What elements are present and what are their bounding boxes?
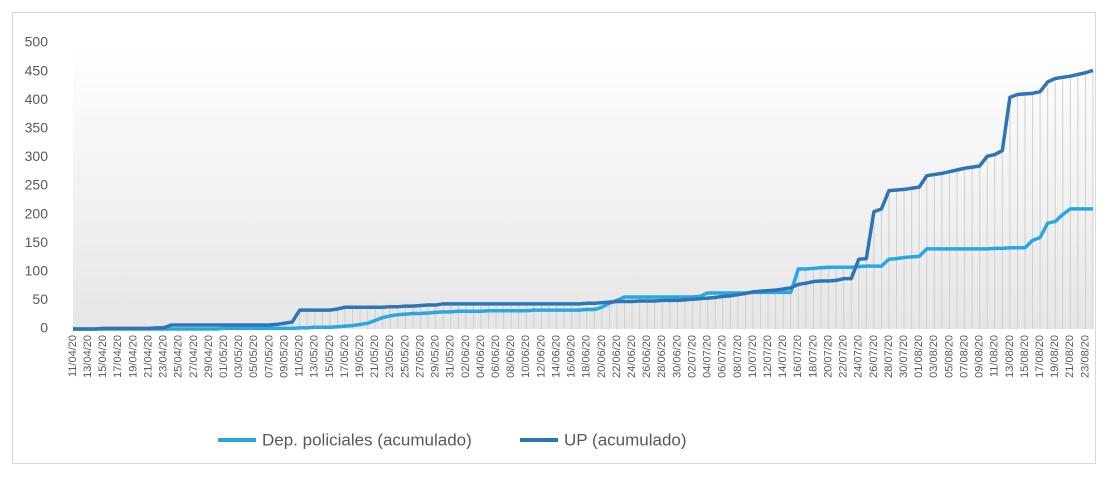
x-tick-label: 15/05/20 <box>324 335 336 378</box>
y-tick-label: 300 <box>25 148 49 164</box>
x-tick-label: 30/06/20 <box>671 335 683 378</box>
x-tick-label: 05/05/20 <box>248 335 260 378</box>
y-tick-label: 350 <box>25 120 49 136</box>
x-tick-label: 28/07/20 <box>883 335 895 378</box>
x-tick-label: 06/06/20 <box>490 335 502 378</box>
y-tick-label: 50 <box>32 291 48 307</box>
y-tick-label: 250 <box>25 177 49 193</box>
y-tick-label: 200 <box>25 205 49 221</box>
x-tick-label: 17/04/20 <box>112 335 124 378</box>
x-tick-label: 12/06/20 <box>535 335 547 378</box>
x-tick-label: 11/08/20 <box>989 335 1001 377</box>
x-tick-label: 21/04/20 <box>142 335 154 378</box>
x-tick-label: 02/06/20 <box>460 335 472 378</box>
x-tick-label: 11/04/20 <box>67 335 79 377</box>
x-tick-label: 19/05/20 <box>354 335 366 378</box>
x-tick-label: 24/06/20 <box>626 335 638 378</box>
x-tick-label: 27/04/20 <box>188 335 200 378</box>
y-tick-label: 100 <box>25 263 49 279</box>
x-tick-label: 13/05/20 <box>309 335 321 378</box>
x-tick-label: 23/04/20 <box>158 335 170 378</box>
legend-label: Dep. policiales (acumulado) <box>262 430 472 449</box>
x-tick-label: 23/05/20 <box>384 335 396 378</box>
y-tick-label: 150 <box>25 234 49 250</box>
x-tick-label: 03/08/20 <box>928 335 940 378</box>
x-tick-label: 29/04/20 <box>203 335 215 378</box>
y-tick-label: 450 <box>25 62 49 78</box>
x-tick-label: 27/05/20 <box>414 335 426 378</box>
plot-area <box>73 43 1093 329</box>
x-tick-label: 28/06/20 <box>656 335 668 378</box>
x-tick-label: 21/05/20 <box>369 335 381 378</box>
x-tick-label: 16/07/20 <box>792 335 804 378</box>
x-tick-label: 25/05/20 <box>399 335 411 378</box>
x-tick-label: 22/06/20 <box>611 335 623 378</box>
x-tick-label: 16/06/20 <box>566 335 578 378</box>
x-tick-label: 13/08/20 <box>1004 335 1016 378</box>
y-tick-label: 400 <box>25 91 49 107</box>
y-tick-label: 0 <box>40 320 48 336</box>
x-tick-label: 07/05/20 <box>263 335 275 378</box>
x-tick-label: 14/07/20 <box>777 335 789 378</box>
x-tick-label: 18/06/20 <box>581 335 593 378</box>
x-tick-label: 19/04/20 <box>127 335 139 378</box>
x-tick-label: 17/08/20 <box>1034 335 1046 378</box>
x-tick-label: 24/07/20 <box>853 335 865 378</box>
x-tick-label: 11/05/20 <box>294 335 306 377</box>
x-tick-label: 04/06/20 <box>475 335 487 378</box>
x-tick-label: 15/04/20 <box>97 335 109 378</box>
x-tick-label: 12/07/20 <box>762 335 774 378</box>
x-tick-label: 08/06/20 <box>505 335 517 378</box>
legend-label: UP (acumulado) <box>564 430 687 449</box>
y-tick-label: 500 <box>25 34 49 50</box>
x-tick-label: 21/08/20 <box>1064 335 1076 378</box>
x-tick-label: 01/05/20 <box>218 335 230 378</box>
x-tick-label: 08/07/20 <box>732 335 744 378</box>
x-tick-label: 17/05/20 <box>339 335 351 378</box>
x-tick-label: 18/07/20 <box>807 335 819 378</box>
x-tick-label: 26/07/20 <box>868 335 880 378</box>
x-tick-label: 02/07/20 <box>686 335 698 378</box>
x-tick-label: 31/05/20 <box>445 335 457 378</box>
x-tick-label: 30/07/20 <box>898 335 910 378</box>
x-tick-label: 06/07/20 <box>717 335 729 378</box>
x-tick-label: 01/08/20 <box>913 335 925 378</box>
x-tick-label: 29/05/20 <box>430 335 442 378</box>
x-tick-label: 26/06/20 <box>641 335 653 378</box>
x-tick-label: 07/08/20 <box>958 335 970 378</box>
series-line <box>73 207 1093 331</box>
x-tick-label: 05/08/20 <box>943 335 955 378</box>
series-line <box>73 68 1094 331</box>
x-tick-label: 23/08/20 <box>1079 335 1091 378</box>
x-tick-label: 09/05/20 <box>278 335 290 378</box>
x-tick-label: 03/05/20 <box>233 335 245 378</box>
x-tick-label: 10/06/20 <box>520 335 532 378</box>
x-tick-label: 25/04/20 <box>173 335 185 378</box>
x-tick-label: 04/07/20 <box>702 335 714 378</box>
x-tick-label: 10/07/20 <box>747 335 759 378</box>
x-tick-label: 14/06/20 <box>550 335 562 378</box>
x-tick-label: 20/07/20 <box>822 335 834 378</box>
x-tick-label: 22/07/20 <box>838 335 850 378</box>
x-tick-label: 15/08/20 <box>1019 335 1031 378</box>
x-tick-label: 13/04/20 <box>82 335 94 378</box>
x-tick-label: 19/08/20 <box>1049 335 1061 378</box>
x-tick-label: 20/06/20 <box>596 335 608 378</box>
x-tick-label: 09/08/20 <box>974 335 986 378</box>
